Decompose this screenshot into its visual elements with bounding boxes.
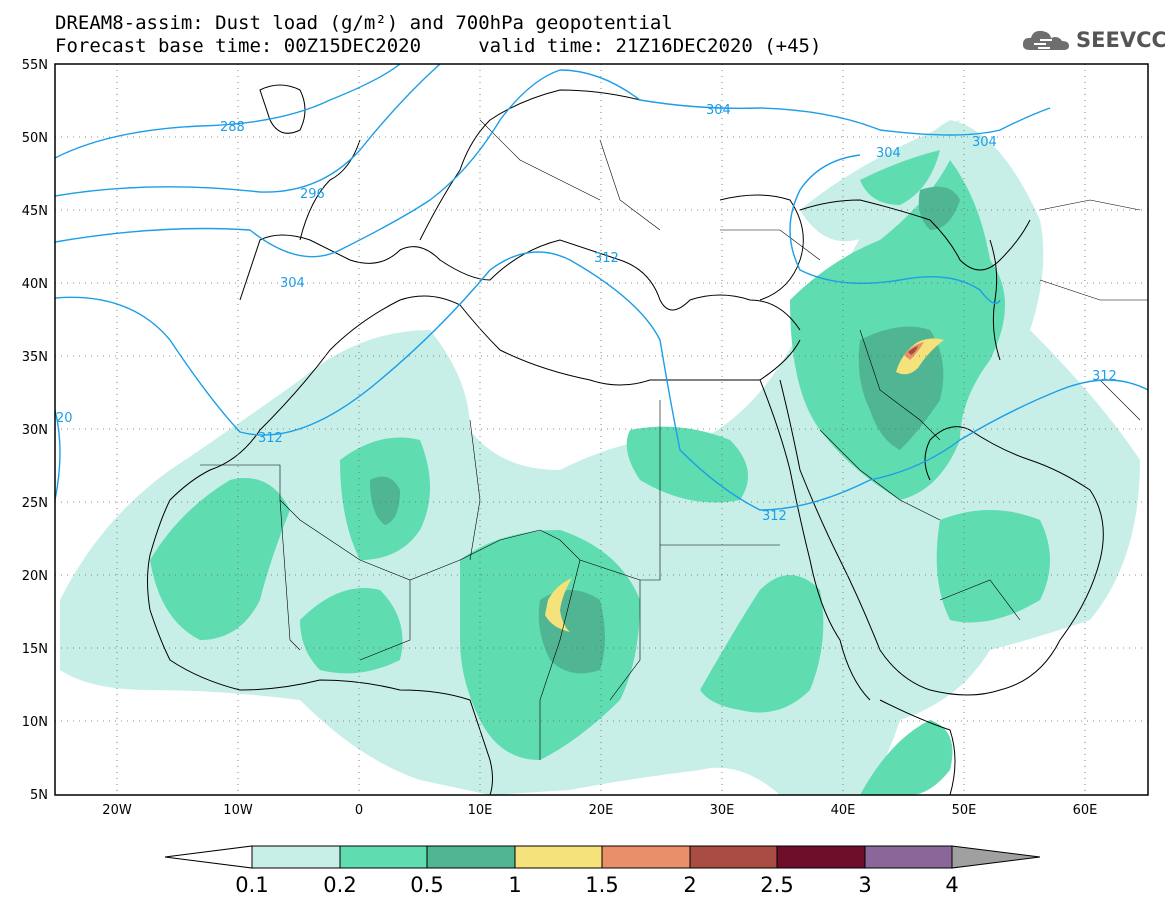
lat-label: 30N [22, 423, 48, 438]
colorbar-segment [251, 845, 341, 869]
colorbar-tick: 1.5 [585, 873, 618, 897]
lat-label: 10N [22, 715, 48, 730]
colorbar-tick: 0.1 [235, 873, 268, 897]
lat-label: 50N [22, 131, 48, 146]
colorbar-upper-arrow [951, 845, 1041, 869]
latitude-labels: 55N 50N 45N 40N 35N 30N 25N 20N 15N 10N … [22, 58, 48, 803]
lon-label: 20W [102, 803, 132, 818]
colorbar-segment [426, 845, 516, 869]
lon-label: 20E [589, 803, 614, 818]
seevccc-logo: SEEVCCC [1020, 26, 1165, 54]
lat-label: 15N [22, 642, 48, 657]
dust-level-1-5 [904, 342, 924, 360]
dust-load-field [60, 120, 1140, 795]
contour-labels: 288 296 304 304 304 304 312 312 312 312 … [56, 103, 1117, 524]
logo-text: SEEVCCC [1076, 28, 1165, 52]
lat-label: 55N [22, 58, 48, 73]
contour-label: 312 [594, 251, 619, 266]
colorbar-tick: 2.5 [760, 873, 793, 897]
colorbar-tick: 1 [508, 873, 521, 897]
map-title: DREAM8-assim: Dust load (g/m²) and 700hP… [55, 12, 673, 34]
lon-label: 0 [355, 803, 363, 818]
colorbar-tick: 0.2 [323, 873, 356, 897]
longitude-labels: 20W 10W 0 10E 20E 30E 40E 50E 60E [102, 803, 1097, 818]
cloud-icon [1022, 30, 1069, 50]
colorbar: 0.1 0.2 0.5 1 1.5 2 2.5 3 4 [164, 845, 1041, 897]
colorbar-segment [601, 845, 691, 869]
contour-label: 304 [280, 276, 305, 291]
colorbar-tick: 3 [858, 873, 871, 897]
colorbar-segment [776, 845, 866, 869]
colorbar-segment [864, 845, 953, 869]
lon-label: 10W [223, 803, 253, 818]
colorbar-segment [339, 845, 428, 869]
contour-label: 312 [258, 431, 283, 446]
colorbar-tick: 4 [945, 873, 958, 897]
lat-label: 20N [22, 569, 48, 584]
contour-label: 312 [762, 509, 787, 524]
contour-label: 296 [300, 187, 325, 202]
graticule [55, 64, 1148, 795]
contour-label: 304 [706, 103, 731, 118]
lat-label: 45N [22, 204, 48, 219]
colorbar-segment [514, 845, 603, 869]
colorbar-tick: 2 [683, 873, 696, 897]
lon-label: 10E [468, 803, 493, 818]
colorbar-tick: 0.5 [410, 873, 443, 897]
lat-label: 40N [22, 277, 48, 292]
lon-label: 50E [952, 803, 977, 818]
lat-label: 5N [30, 788, 48, 803]
map-subtitle: Forecast base time: 00Z15DEC2020 valid t… [55, 35, 822, 57]
map-frame [54, 63, 1149, 796]
colorbar-ticks: 0.1 0.2 0.5 1 1.5 2 2.5 3 4 [235, 873, 958, 897]
lat-label: 25N [22, 496, 48, 511]
contour-label: 288 [220, 120, 245, 135]
lon-label: 60E [1073, 803, 1098, 818]
country-borders [200, 119, 1148, 760]
coastlines [147, 84, 1104, 795]
contour-label: 304 [876, 146, 901, 161]
geopotential-contours [55, 64, 1148, 511]
lon-label: 40E [831, 803, 856, 818]
colorbar-segment [689, 845, 778, 869]
colorbar-lower-arrow [164, 845, 253, 869]
lat-label: 35N [22, 350, 48, 365]
contour-label: 20 [56, 411, 73, 426]
contour-label: 312 [1092, 369, 1117, 384]
contour-label: 304 [972, 135, 997, 150]
lon-label: 30E [710, 803, 735, 818]
